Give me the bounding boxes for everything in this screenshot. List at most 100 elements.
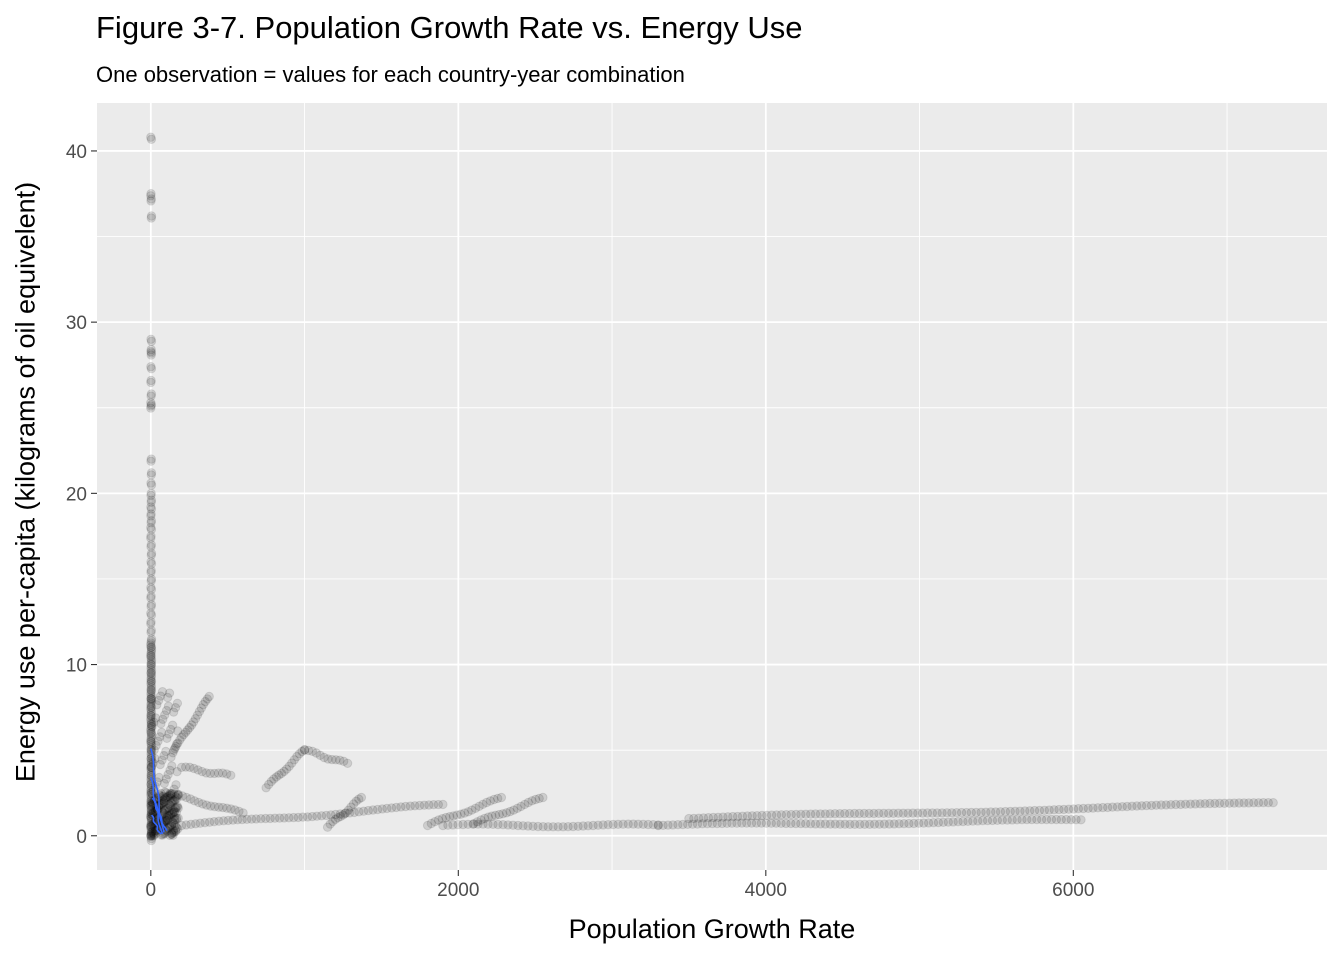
data-point — [146, 400, 157, 410]
data-point — [167, 829, 177, 839]
data-point — [333, 813, 343, 823]
data-point — [156, 719, 166, 729]
data-point — [874, 819, 885, 829]
data-point — [158, 714, 168, 724]
data-point — [493, 819, 503, 830]
data-point — [1180, 799, 1191, 809]
data-point — [293, 812, 303, 823]
data-point — [806, 809, 816, 819]
data-point — [172, 793, 182, 803]
data-point — [1132, 801, 1142, 811]
data-point — [146, 522, 156, 533]
data-point — [146, 698, 156, 708]
data-point — [146, 567, 156, 578]
data-point — [146, 717, 157, 727]
data-point — [160, 793, 171, 803]
data-point — [598, 820, 608, 830]
data-point — [146, 736, 156, 747]
data-point — [165, 810, 176, 820]
data-point — [164, 810, 174, 820]
data-point — [159, 806, 170, 816]
data-point — [796, 809, 806, 819]
data-point — [146, 702, 157, 712]
data-point — [917, 808, 928, 818]
data-point — [146, 524, 157, 535]
data-point — [169, 818, 179, 828]
data-point — [146, 211, 157, 221]
data-point — [160, 710, 170, 720]
data-point — [1056, 814, 1067, 825]
data-point — [820, 819, 830, 829]
data-point — [246, 814, 257, 824]
data-point — [154, 695, 164, 706]
data-point — [177, 732, 187, 742]
data-point — [312, 811, 322, 821]
data-point — [185, 794, 196, 804]
data-point — [146, 805, 156, 815]
data-point — [316, 811, 327, 821]
data-point — [168, 797, 178, 807]
data-point — [164, 729, 174, 739]
data-point — [146, 696, 157, 706]
data-point — [146, 346, 156, 357]
data-point — [810, 809, 821, 819]
data-point — [982, 815, 993, 826]
data-point — [490, 810, 501, 820]
x-tick-label: 6000 — [1052, 880, 1094, 901]
data-point — [274, 813, 285, 823]
data-point — [438, 820, 448, 831]
data-point — [163, 814, 173, 824]
data-point — [185, 762, 195, 772]
data-point — [683, 819, 693, 829]
data-point — [173, 738, 183, 748]
data-point — [195, 818, 205, 828]
data-point — [335, 809, 345, 819]
data-point — [146, 822, 156, 832]
data-point — [1249, 798, 1259, 808]
data-point — [186, 819, 196, 829]
data-point — [889, 819, 899, 829]
data-point — [196, 703, 207, 713]
data-point — [146, 693, 156, 704]
data-point — [146, 826, 157, 836]
x-tick-label: 2000 — [437, 880, 479, 901]
data-point — [533, 821, 543, 832]
data-point — [146, 638, 156, 648]
data-point — [801, 809, 811, 819]
data-point — [146, 708, 156, 719]
data-point — [175, 735, 185, 745]
data-point — [166, 752, 176, 762]
data-point — [879, 808, 889, 818]
data-point — [835, 809, 845, 819]
data-point — [146, 488, 156, 498]
data-point — [147, 808, 157, 818]
data-point — [146, 625, 157, 635]
data-point — [146, 194, 157, 204]
data-point — [146, 719, 157, 730]
data-point — [864, 819, 875, 829]
data-point — [162, 815, 173, 826]
data-point — [479, 813, 490, 824]
data-point — [456, 809, 466, 819]
data-point — [167, 809, 177, 819]
data-point — [712, 818, 722, 829]
data-point — [146, 548, 157, 558]
data-point — [166, 789, 176, 799]
data-point — [182, 725, 193, 735]
data-point — [218, 816, 229, 826]
data-point — [237, 814, 247, 825]
data-point — [173, 790, 184, 800]
data-point — [284, 761, 294, 771]
data-point — [159, 778, 170, 789]
data-point — [190, 819, 201, 829]
data-point — [164, 806, 174, 816]
data-point — [146, 576, 156, 586]
data-point — [335, 811, 346, 822]
data-point — [952, 808, 962, 818]
data-point — [1037, 814, 1047, 825]
data-point — [146, 502, 156, 512]
plot-panel — [97, 103, 1327, 870]
data-point — [170, 794, 180, 805]
data-point — [146, 674, 156, 684]
data-point — [146, 334, 156, 344]
